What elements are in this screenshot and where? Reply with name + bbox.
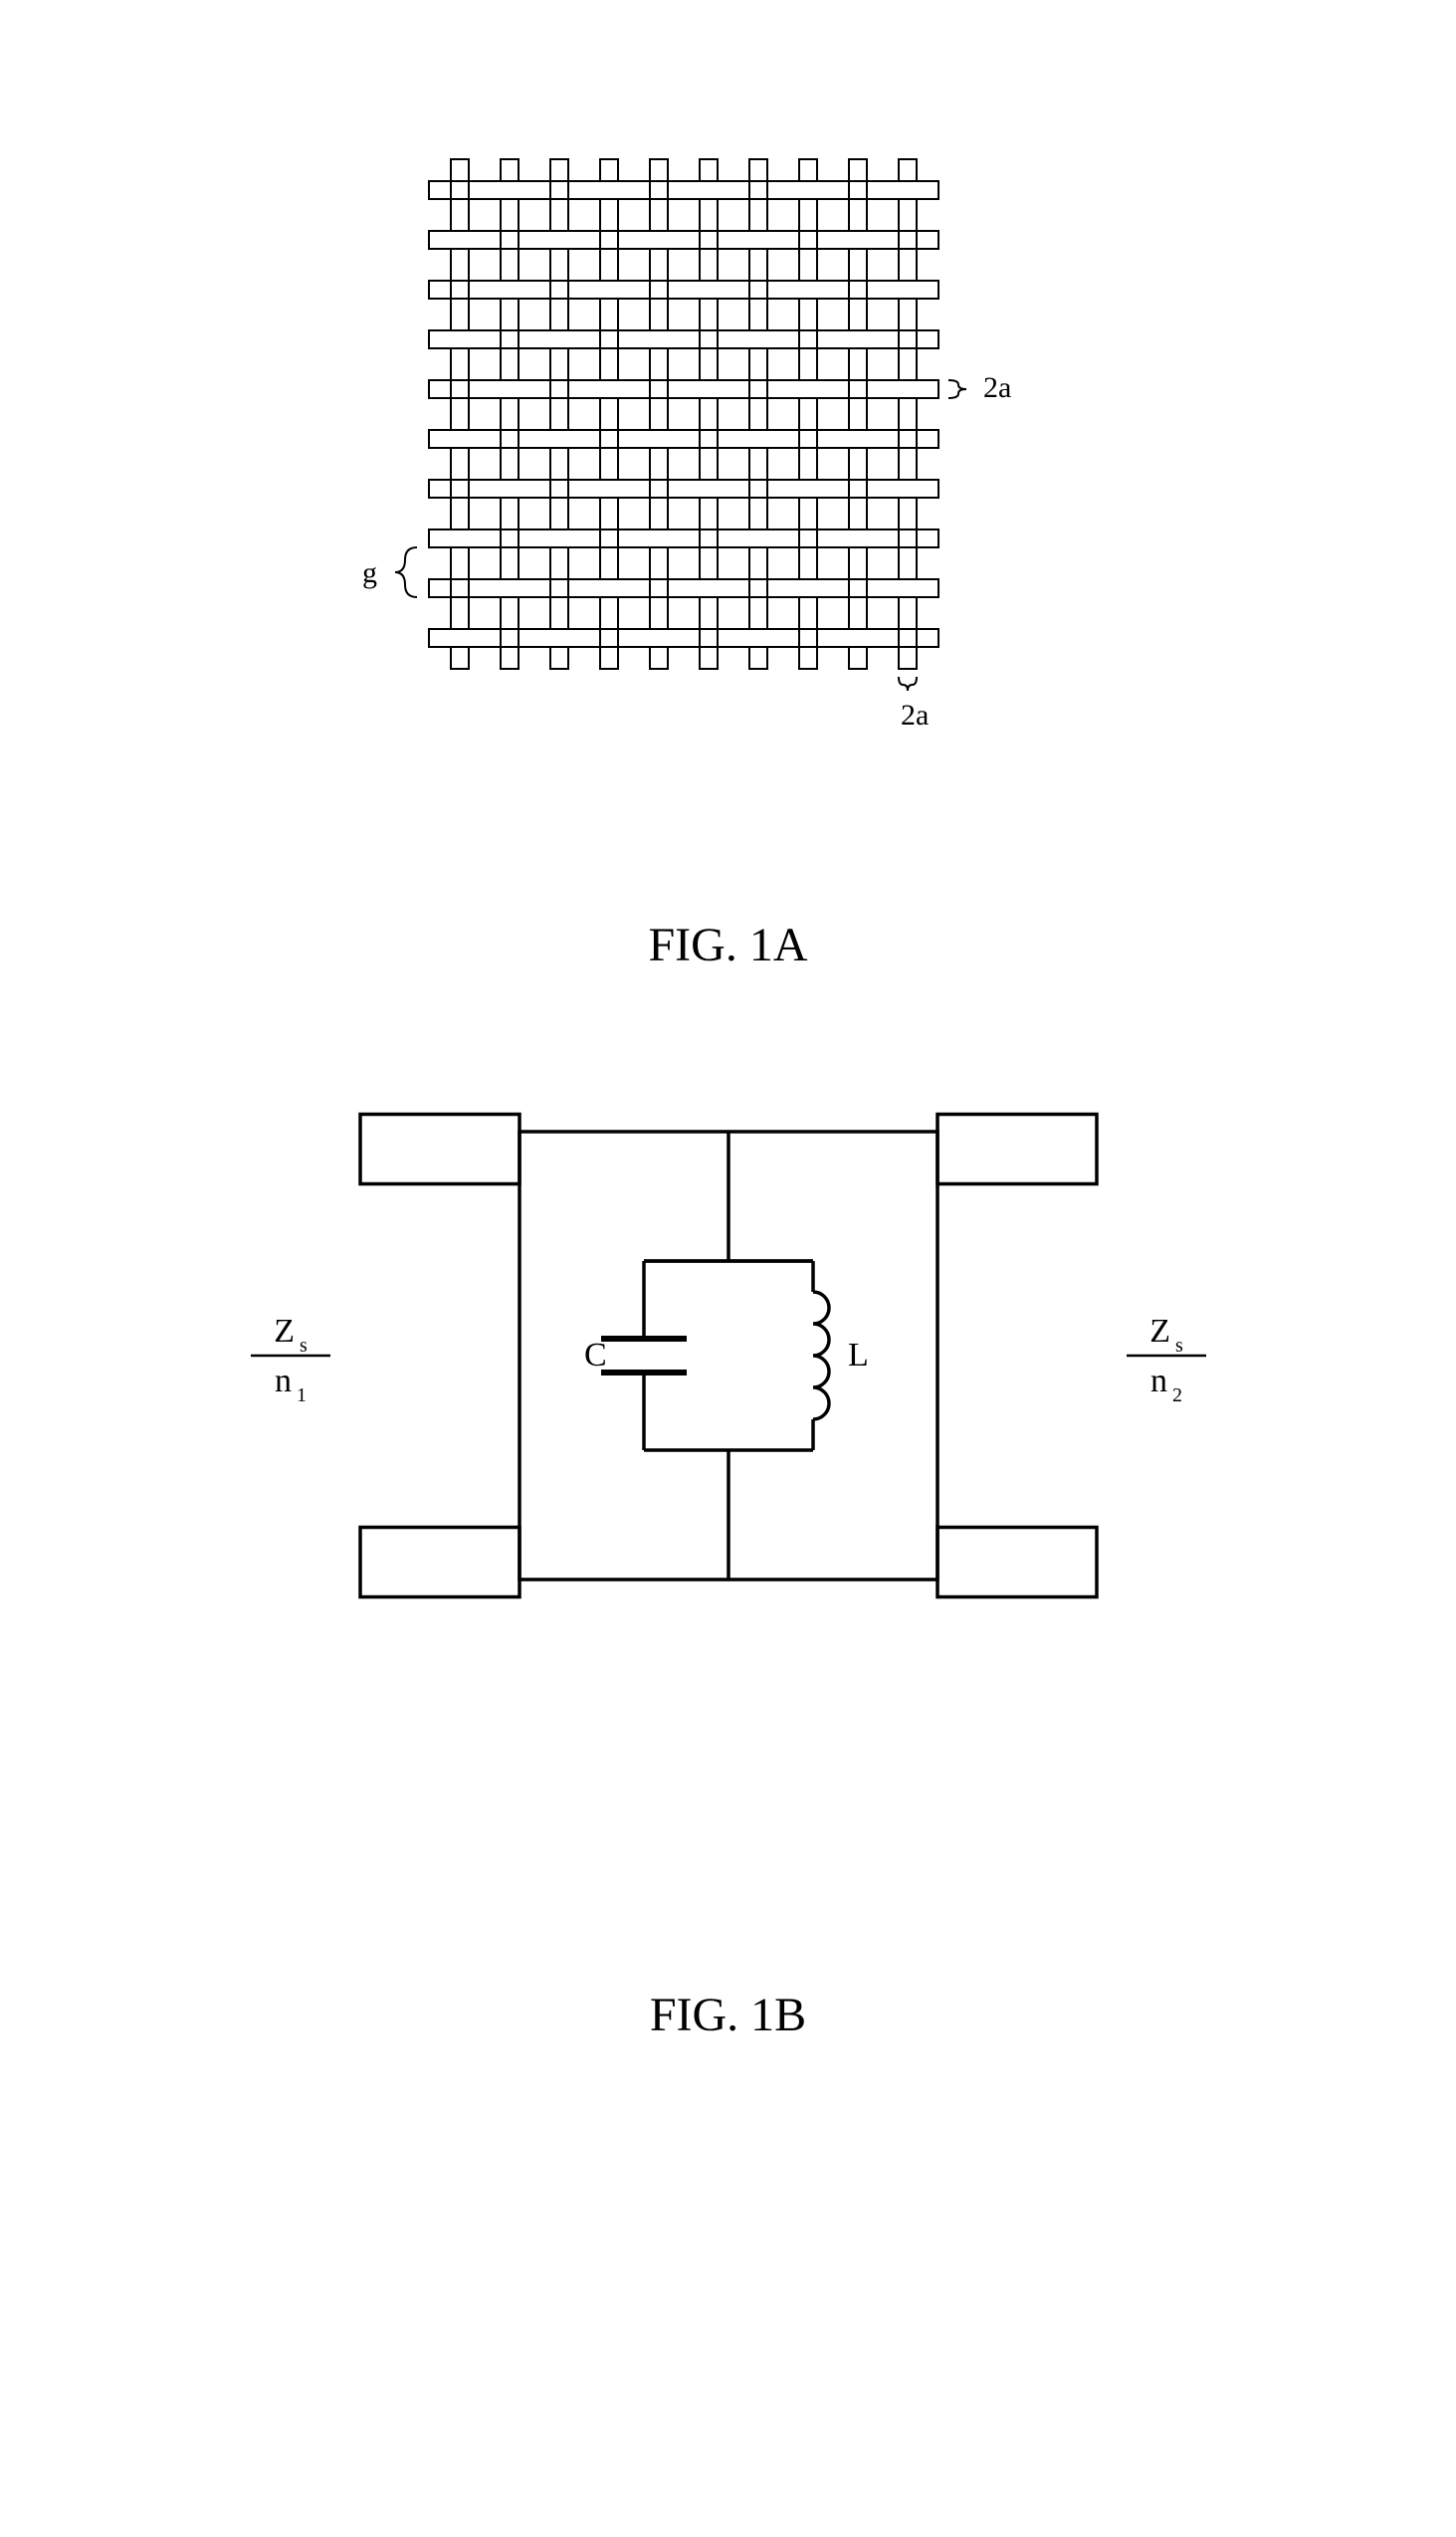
svg-text:2a: 2a bbox=[983, 371, 1011, 404]
svg-text:n 2: n 2 bbox=[1150, 1363, 1182, 1406]
svg-text:2a: 2a bbox=[901, 699, 929, 732]
svg-text:L: L bbox=[848, 1337, 869, 1374]
svg-text:Z s: Z s bbox=[1149, 1313, 1183, 1357]
svg-text:g: g bbox=[362, 556, 377, 589]
figure-1a: 2a 2a g FIG. 1A bbox=[310, 40, 1147, 972]
fig1a-caption: FIG. 1A bbox=[648, 918, 807, 972]
fig1b-svg: C L Z s n 1 Z s n 2 bbox=[181, 1052, 1276, 1948]
svg-text:Z s: Z s bbox=[274, 1313, 308, 1357]
svg-text:n 1: n 1 bbox=[275, 1363, 307, 1406]
fig1b-caption: FIG. 1B bbox=[650, 1988, 806, 2042]
fig1a-svg: 2a 2a g bbox=[310, 40, 1147, 878]
figure-1b: C L Z s n 1 Z s n 2 FIG. 1B bbox=[181, 1052, 1276, 2042]
svg-text:C: C bbox=[584, 1337, 607, 1374]
